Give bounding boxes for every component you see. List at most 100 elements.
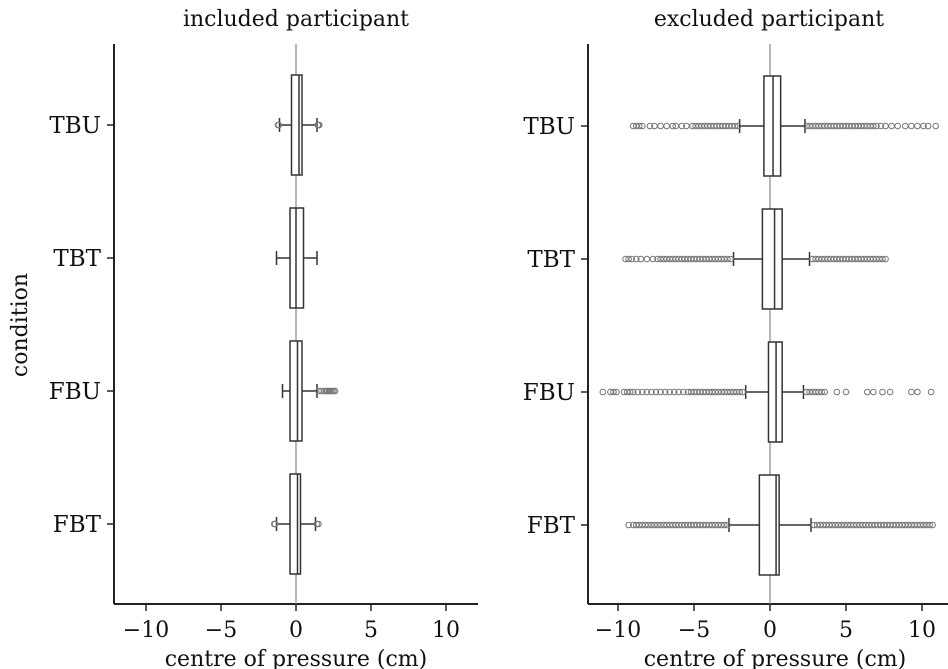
outlier-point (661, 388, 669, 396)
outlier-point (882, 255, 889, 263)
category-label: TBU (523, 114, 575, 140)
x-axis-label: centre of pressure (cm) (165, 647, 428, 669)
outlier-point (639, 122, 646, 130)
box-iqr (289, 473, 302, 575)
box-fbt (270, 473, 322, 575)
x-tick-label: −10 (123, 618, 169, 643)
outlier-point (894, 122, 901, 130)
outlier-point (331, 387, 339, 395)
outlier-point (613, 388, 620, 396)
box-iqr (290, 74, 303, 176)
outlier-point (879, 255, 886, 263)
outlier-point (888, 122, 895, 130)
x-tick-label: 10 (432, 618, 460, 643)
outlier-point (929, 521, 936, 529)
category-label: TBT (527, 247, 575, 273)
outlier-point (648, 388, 655, 396)
outlier-point (901, 122, 909, 130)
outlier-point (914, 122, 921, 130)
outlier-point (821, 388, 829, 396)
outlier-point (639, 388, 646, 396)
outlier-point (675, 388, 683, 396)
outlier-point (879, 388, 886, 396)
outlier-point (643, 255, 651, 263)
category-label: FBU (49, 379, 101, 405)
category-label: FBU (523, 380, 575, 406)
panel-title: excluded participant (654, 7, 884, 32)
outlier-point (275, 121, 283, 129)
outlier-point (724, 255, 731, 263)
x-tick-label: 0 (289, 618, 303, 643)
box-iqr (767, 341, 783, 443)
outlier-point (657, 388, 664, 396)
outlier-point (680, 388, 687, 396)
outlier-point (657, 122, 664, 130)
outlier-point (271, 520, 279, 528)
outlier-point (635, 122, 643, 130)
outlier-point (727, 255, 734, 263)
outlier-point (731, 122, 739, 130)
outlier-point (626, 388, 634, 396)
outlier-point (927, 388, 935, 396)
outlier-point (652, 388, 660, 396)
outlier-point (643, 388, 651, 396)
panel-title: included participant (183, 7, 409, 32)
x-tick-label: 5 (364, 618, 378, 643)
x-tick-label: 0 (763, 618, 777, 643)
outlier-point (863, 388, 871, 396)
outlier-point (908, 122, 915, 130)
outlier-point (625, 521, 632, 529)
outlier-point (926, 521, 933, 529)
outlier-point (877, 122, 885, 130)
outlier-point (932, 122, 939, 130)
box-fbt (625, 474, 936, 576)
panel-excluded: excluded participant centre of pressure … (523, 7, 948, 669)
box-tbt (275, 207, 318, 309)
outlier-point (924, 122, 932, 130)
outlier-point (632, 255, 640, 263)
box-tbu (274, 74, 323, 176)
x-tick-label: 5 (839, 618, 853, 643)
category-label: FBT (53, 512, 102, 538)
x-tick-label: −10 (595, 618, 641, 643)
outlier-point (739, 388, 746, 396)
outlier-point (628, 255, 635, 263)
outlier-point (315, 121, 323, 129)
outlier-point (833, 388, 841, 396)
outlier-point (721, 521, 728, 529)
box-tbt (622, 208, 889, 310)
outlier-point (625, 255, 632, 263)
x-tick-label: −5 (678, 618, 710, 643)
outlier-point (908, 388, 915, 396)
outlier-point (724, 521, 731, 529)
box-fbu (281, 340, 339, 442)
box-iqr (758, 474, 780, 576)
box-iqr (761, 208, 783, 310)
outlier-point (818, 388, 825, 396)
outlier-point (734, 122, 742, 130)
outlier-point (870, 122, 877, 130)
category-label: TBU (49, 113, 101, 139)
outlier-point (920, 122, 927, 130)
outlier-point (634, 388, 642, 396)
outlier-point (629, 388, 637, 396)
outlier-point (663, 122, 670, 130)
outlier-point (914, 388, 921, 396)
outlier-point (669, 122, 677, 130)
outlier-point (610, 388, 617, 396)
x-axis-label: centre of pressure (cm) (644, 647, 907, 669)
y-axis-label: condition (8, 273, 33, 377)
outlier-point (842, 388, 850, 396)
outlier-point (599, 388, 607, 396)
box-iqr (289, 340, 303, 442)
outlier-point (886, 388, 894, 396)
panel-included: included participant centre of pressure … (8, 7, 478, 669)
outlier-point (736, 388, 743, 396)
outlier-point (315, 520, 322, 528)
x-tick-label: 10 (908, 618, 936, 643)
box-fbu (599, 341, 935, 443)
outlier-point (670, 388, 678, 396)
outlier-point (646, 122, 654, 130)
outlier-point (666, 388, 673, 396)
